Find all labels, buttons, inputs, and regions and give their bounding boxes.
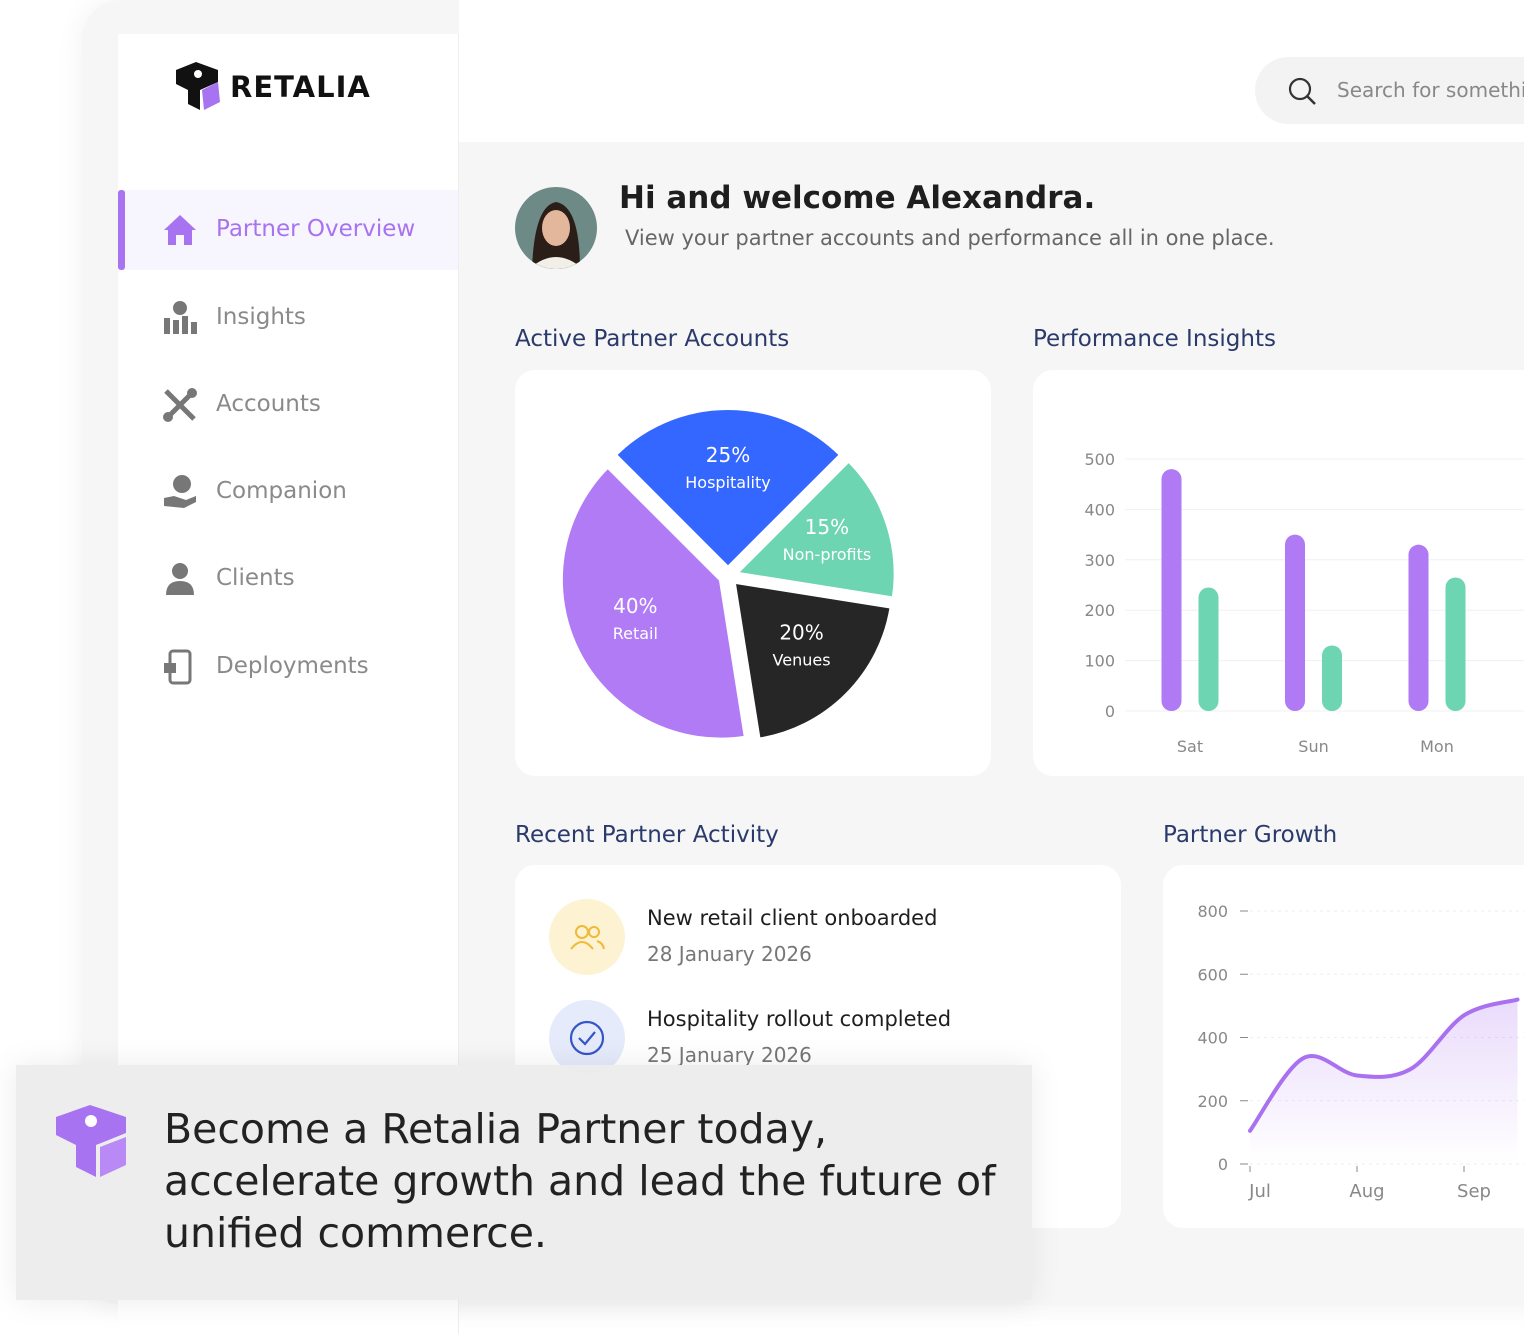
slice-category-label: Hospitality	[685, 473, 770, 492]
pie-slice	[558, 463, 749, 742]
nav-icon	[163, 388, 197, 422]
avatar	[515, 187, 597, 269]
nav-icon	[164, 301, 197, 334]
slice-value-label: 20%	[779, 621, 823, 645]
welcome-title: Hi and welcome Alexandra.	[619, 180, 1096, 216]
bar	[1445, 577, 1466, 711]
nav-item[interactable]: Accounts	[118, 365, 458, 445]
section-heading: Performance Insights	[1033, 326, 1276, 352]
pie-slice	[731, 579, 894, 742]
y-tick-label: 500	[1084, 450, 1115, 469]
banner-line: unified commerce.	[164, 1209, 547, 1257]
y-tick-label: 400	[1197, 1029, 1228, 1048]
nav-item[interactable]: Companion	[118, 452, 458, 532]
nav-item[interactable]: Deployments	[118, 627, 458, 707]
activity-date: 28 January 2026	[647, 942, 812, 966]
nav-label: Clients	[216, 565, 295, 591]
activity-icon	[549, 1000, 625, 1076]
bar	[1322, 645, 1342, 711]
nav-icon	[164, 215, 196, 245]
x-tick-label: Sat	[1177, 737, 1203, 756]
welcome-subtitle: View your partner accounts and performan…	[625, 226, 1275, 250]
section-heading: Recent Partner Activity	[515, 822, 779, 848]
slice-value-label: 40%	[613, 594, 657, 618]
search-icon	[1288, 77, 1316, 105]
line-area	[1250, 999, 1518, 1164]
nav-label: Deployments	[216, 653, 369, 679]
bar	[1198, 587, 1219, 711]
section-heading: Active Partner Accounts	[515, 326, 790, 352]
activity-title: New retail client onboarded	[647, 906, 938, 930]
y-tick-label: 200	[1197, 1092, 1228, 1111]
y-tick-label: 300	[1084, 551, 1115, 570]
y-tick-label: 200	[1084, 601, 1115, 620]
activity-icon	[549, 899, 625, 975]
x-tick-label: Mon	[1420, 737, 1454, 756]
y-tick-label: 100	[1084, 652, 1115, 671]
slice-category-label: Venues	[773, 651, 831, 670]
y-tick-label: 600	[1197, 965, 1228, 984]
nav-label: Partner Overview	[216, 216, 416, 242]
banner-line: accelerate growth and lead the future of	[164, 1157, 996, 1205]
slice-value-label: 25%	[706, 443, 750, 467]
line	[1248, 997, 1520, 1133]
y-tick-label: 400	[1084, 500, 1115, 519]
slice-category-label: Non-profits	[783, 545, 872, 564]
y-tick-label: 0	[1218, 1155, 1228, 1174]
banner-icon	[56, 1105, 126, 1177]
x-tick-label: Aug	[1349, 1181, 1384, 1202]
nav-icon	[164, 475, 196, 508]
search-placeholder: Search for something	[1337, 78, 1524, 102]
nav-icon	[164, 649, 192, 685]
bar	[1408, 544, 1429, 711]
nav-label: Accounts	[216, 391, 321, 417]
nav-item[interactable]: Insights	[118, 278, 458, 358]
banner-line: Become a Retalia Partner today,	[164, 1105, 827, 1153]
banner-text: Become a Retalia Partner today, accelera…	[164, 1103, 996, 1259]
x-tick-label: Sep	[1457, 1181, 1491, 1202]
brand: RETALIA	[230, 70, 371, 104]
section-heading: Partner Growth	[1163, 822, 1338, 848]
y-tick-label: 800	[1197, 902, 1228, 921]
x-tick-label: Sun	[1298, 737, 1328, 756]
activity-title: Hospitality rollout completed	[647, 1007, 952, 1031]
bar	[1161, 469, 1182, 711]
promo-banner: Become a Retalia Partner today, accelera…	[16, 1065, 1032, 1300]
pie-slice	[731, 457, 898, 601]
bar	[1285, 534, 1305, 711]
x-tick-label: Jul	[1248, 1181, 1271, 1202]
pie-slice	[612, 406, 844, 571]
search-box[interactable]: Search for something	[1255, 57, 1524, 124]
card	[1033, 370, 1524, 776]
slice-value-label: 15%	[805, 515, 849, 539]
slice-category-label: Retail	[613, 624, 658, 643]
nav-label: Companion	[216, 478, 347, 504]
nav-icon	[166, 563, 194, 595]
y-tick-label: 0	[1105, 702, 1115, 721]
activity-date: 25 January 2026	[647, 1043, 812, 1067]
nav-item[interactable]: Clients	[118, 539, 458, 619]
logo-icon	[176, 62, 220, 110]
nav-item[interactable]: Partner Overview	[118, 190, 458, 270]
nav-label: Insights	[216, 304, 306, 330]
